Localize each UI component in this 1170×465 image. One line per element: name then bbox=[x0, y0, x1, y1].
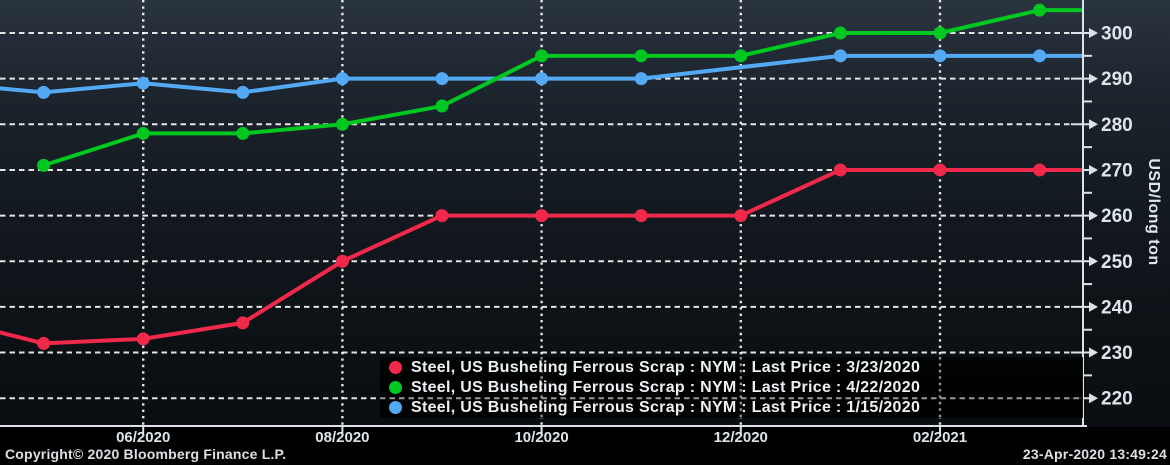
svg-text:290: 290 bbox=[1101, 69, 1133, 90]
svg-text:06/2020: 06/2020 bbox=[116, 429, 170, 446]
series-label: Steel, US Busheling Ferrous Scrap : NYM … bbox=[411, 378, 921, 396]
legend-item-blue[interactable]: Steel, US Busheling Ferrous Scrap : NYM … bbox=[380, 398, 1083, 418]
legend-item-red[interactable]: Steel, US Busheling Ferrous Scrap : NYM … bbox=[380, 358, 1083, 378]
svg-text:300: 300 bbox=[1101, 24, 1133, 45]
series-color-dot-green bbox=[389, 381, 402, 394]
svg-text:230: 230 bbox=[1101, 343, 1133, 364]
svg-text:270: 270 bbox=[1101, 160, 1133, 181]
svg-text:250: 250 bbox=[1101, 252, 1133, 273]
series-color-dot-red bbox=[389, 361, 402, 374]
svg-text:10/2020: 10/2020 bbox=[514, 429, 568, 446]
series-color-dot-blue bbox=[389, 401, 402, 414]
svg-text:280: 280 bbox=[1101, 115, 1133, 136]
svg-text:240: 240 bbox=[1101, 297, 1133, 318]
series-label: Steel, US Busheling Ferrous Scrap : NYM … bbox=[411, 398, 921, 416]
svg-text:02/2021: 02/2021 bbox=[913, 429, 967, 446]
svg-text:08/2020: 08/2020 bbox=[315, 429, 369, 446]
series-label: Steel, US Busheling Ferrous Scrap : NYM … bbox=[411, 358, 921, 376]
y-axis-title: USD/long ton bbox=[1145, 158, 1162, 266]
chart-legend: Steel, US Busheling Ferrous Scrap : NYM … bbox=[380, 357, 1083, 418]
svg-text:12/2020: 12/2020 bbox=[714, 429, 768, 446]
copyright-text: Copyright© 2020 Bloomberg Finance L.P. bbox=[5, 446, 287, 462]
svg-text:220: 220 bbox=[1101, 389, 1133, 410]
timestamp-text: 23-Apr-2020 13:49:24 bbox=[1022, 446, 1167, 462]
plot-background bbox=[0, 0, 1170, 427]
svg-text:260: 260 bbox=[1101, 206, 1133, 227]
legend-item-green[interactable]: Steel, US Busheling Ferrous Scrap : NYM … bbox=[380, 378, 1083, 398]
